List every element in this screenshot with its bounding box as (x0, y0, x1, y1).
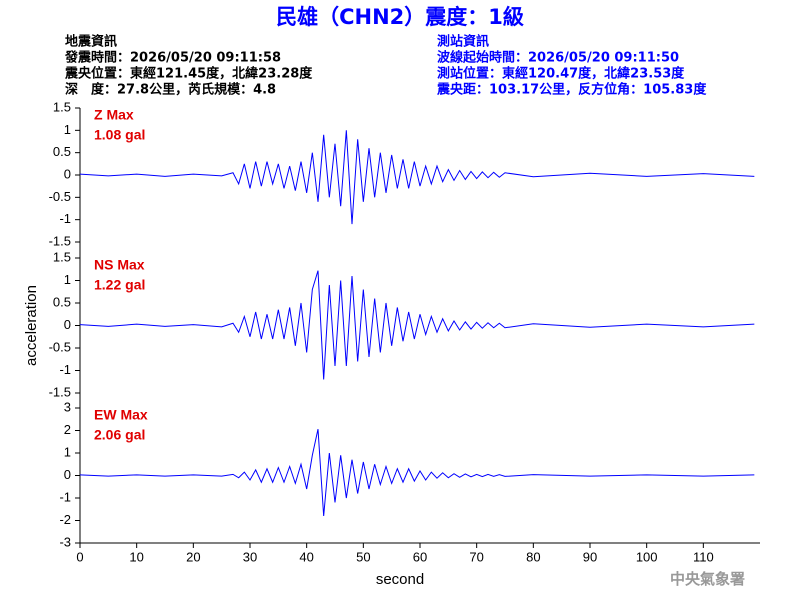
info-line: 地震資訊 (65, 34, 117, 50)
x-tick-label: 0 (76, 549, 83, 564)
x-tick-label: 50 (356, 549, 370, 564)
y-tick-label: -0.5 (49, 189, 71, 204)
y-tick-label: -1.5 (49, 384, 71, 399)
y-tick-label: 0 (64, 317, 71, 332)
annotation: Z Max (94, 107, 134, 123)
waveform (79, 130, 755, 225)
y-tick-label: 0 (64, 166, 71, 181)
info-line: 測站資訊 (437, 34, 489, 50)
info-line: 波線起始時間：2026/05/20 09:11:50 (437, 50, 679, 66)
info-line: 發震時間：2026/05/20 09:11:58 (64, 50, 281, 66)
footer: 中央氣象署 (670, 570, 745, 588)
y-tick-label: -1 (59, 489, 71, 504)
x-tick-label: 110 (693, 549, 714, 564)
waveform (79, 429, 755, 517)
x-tick-label: 10 (129, 549, 143, 564)
info-line: 深 度：27.8公里，芮氏規模：4.8 (65, 82, 276, 98)
y-tick-label: 1 (64, 272, 71, 287)
x-tick-label: 80 (526, 549, 540, 564)
y-tick-label: 1.5 (53, 249, 71, 264)
x-tick-label: 90 (583, 549, 597, 564)
x-axis-label: second (376, 571, 424, 588)
y-tick-label: 1 (64, 122, 71, 137)
y-tick-label: -0.5 (49, 339, 71, 354)
annotation: 2.06 gal (94, 427, 145, 443)
annotation: 1.08 gal (94, 127, 145, 143)
info-line: 震央距：103.17公里，反方位角：105.83度 (436, 82, 707, 98)
x-tick-label: 30 (243, 549, 257, 564)
x-tick-label: 70 (469, 549, 483, 564)
info-line: 測站位置：東經120.47度，北緯23.53度 (437, 66, 685, 82)
waveform (79, 270, 755, 380)
x-tick-label: 100 (636, 549, 658, 564)
y-tick-label: 2 (64, 422, 71, 437)
y-tick-label: -1 (59, 211, 71, 226)
info-line: 震央位置：東經121.45度，北緯23.28度 (64, 66, 313, 82)
y-tick-label: 0.5 (53, 144, 71, 159)
y-tick-label: 0 (64, 467, 71, 482)
y-tick-label: 1.5 (53, 99, 71, 114)
y-axis-label: acceleration (23, 285, 40, 366)
y-tick-label: 0.5 (53, 294, 71, 309)
x-tick-label: 40 (299, 549, 313, 564)
title: 民雄（CHN2）震度：1級 (276, 5, 524, 29)
annotation: NS Max (94, 257, 145, 273)
annotation: 1.22 gal (94, 277, 145, 293)
y-tick-label: -1.5 (49, 233, 71, 248)
x-tick-label: 20 (186, 549, 200, 564)
y-tick-label: 1 (64, 444, 71, 459)
y-tick-label: -2 (59, 512, 71, 527)
y-tick-label: -1 (59, 362, 71, 377)
annotation: EW Max (94, 407, 148, 423)
x-tick-label: 60 (413, 549, 427, 564)
y-tick-label: -3 (59, 534, 71, 549)
y-tick-label: 3 (64, 399, 71, 414)
